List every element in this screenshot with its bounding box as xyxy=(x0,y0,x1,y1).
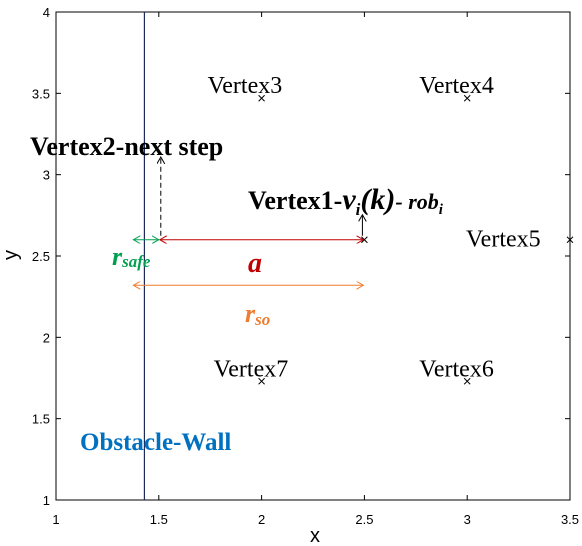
x-tick-label: 3 xyxy=(464,512,471,527)
x-tick-label: 2 xyxy=(258,512,265,527)
y-tick-label: 3 xyxy=(43,168,50,183)
vertex-marker xyxy=(463,377,471,385)
x-tick-label: 1.5 xyxy=(150,512,168,527)
y-tick-label: 3.5 xyxy=(32,86,50,101)
vertex-label: Vertex6 xyxy=(419,356,494,382)
distance-a-label: a xyxy=(248,248,262,279)
y-tick-label: 1.5 xyxy=(32,412,50,427)
vertex-label: Vertex7 xyxy=(214,356,289,382)
y-ticks: 1 1.5 2 2.5 3 3.5 4 xyxy=(32,5,570,508)
vertex1-label: Vertex1-vi(k)- robi xyxy=(248,183,444,219)
y-axis-label: y xyxy=(0,250,22,260)
annotations: Vertex1-vi(k)- robi Vertex2-next step a rsa… xyxy=(30,132,444,329)
plot-area xyxy=(55,11,571,501)
y-tick-label: 1 xyxy=(43,493,50,508)
x-tick-label: 3.5 xyxy=(561,512,579,527)
x-axis-label: x xyxy=(310,525,320,546)
distance-rso-label: rso xyxy=(245,299,270,329)
obstacle-wall: Obstacle-Wall xyxy=(80,12,231,500)
x-ticks: 1 1.5 2 2.5 3 3.5 xyxy=(52,12,579,527)
vertex2-label: Vertex2-next step xyxy=(30,132,223,161)
vertex-label: Vertex3 xyxy=(208,73,283,99)
vertices: Vertex3 Vertex4 Vertex5 Vertex6 Vertex7 xyxy=(208,73,574,385)
vertex-marker xyxy=(566,236,574,244)
vertex-marker xyxy=(258,377,265,385)
wall-label: Obstacle-Wall xyxy=(80,429,231,456)
distance-rsafe-label: rsafe xyxy=(112,242,151,271)
vertex-label: Vertex5 xyxy=(466,227,541,253)
vertex-marker xyxy=(258,94,265,102)
vertex-label: Vertex4 xyxy=(419,73,494,99)
x-tick-label: 1 xyxy=(52,512,59,527)
y-tick-label: 2 xyxy=(43,330,50,345)
y-tick-label: 2.5 xyxy=(32,249,50,264)
x-tick-label: 2.5 xyxy=(355,512,373,527)
vertex-marker xyxy=(463,94,471,102)
y-tick-label: 4 xyxy=(43,5,50,20)
